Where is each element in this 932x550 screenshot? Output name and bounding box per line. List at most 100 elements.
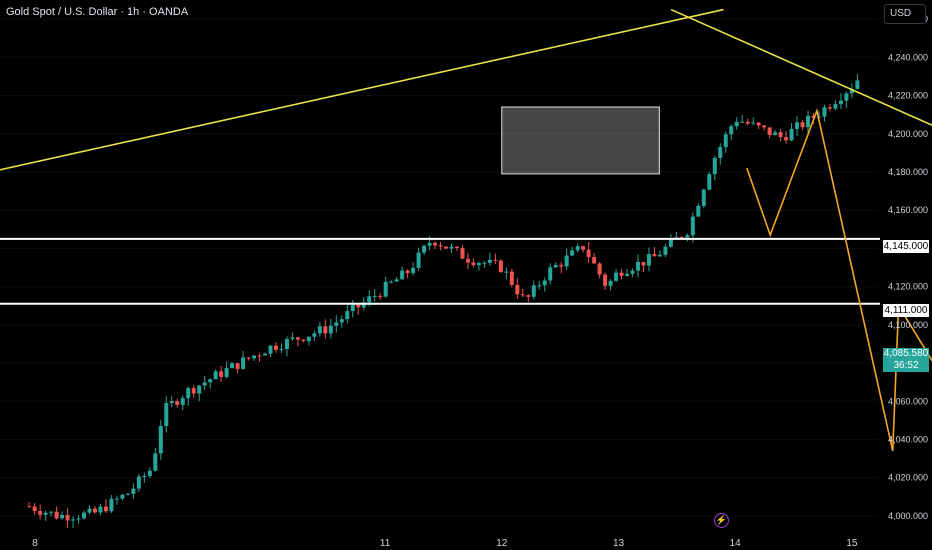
x-tick-label: 14	[730, 538, 742, 549]
lightning-icon[interactable]: ⚡	[714, 513, 729, 528]
y-tick-label: 4,220.000	[888, 91, 928, 101]
candle-body	[833, 104, 838, 109]
candle-body	[811, 115, 816, 118]
level-tag-4111: 4,111.000	[883, 304, 929, 317]
trend-line	[670, 8, 932, 127]
candle-body	[685, 235, 690, 238]
candle-body	[471, 262, 476, 266]
candle-body	[707, 174, 712, 190]
candle-body	[416, 252, 421, 268]
x-tick-label: 8	[32, 538, 38, 549]
x-tick-label: 15	[846, 538, 858, 549]
candle-body	[208, 379, 213, 383]
y-tick-label: 4,240.000	[888, 52, 928, 62]
candle-body	[383, 281, 388, 297]
candle-body	[827, 107, 832, 109]
candle-body	[663, 246, 668, 255]
candle-body	[712, 157, 717, 175]
candle-body	[367, 296, 372, 303]
time-axis[interactable]: 811121314151819	[32, 538, 932, 549]
candle-body	[92, 508, 97, 513]
chart-title: Gold Spot / U.S. Dollar · 1h · OANDA	[6, 6, 189, 18]
candle-body	[718, 147, 723, 158]
candle-body	[498, 260, 503, 272]
range-box[interactable]	[501, 106, 660, 175]
candle-body	[723, 134, 728, 148]
candle-body	[317, 326, 322, 334]
candle-body	[306, 336, 311, 342]
candle-body	[822, 107, 827, 117]
currency-selector[interactable]: USD	[884, 4, 926, 24]
candle-body	[520, 294, 525, 296]
candle-body	[542, 280, 547, 286]
candle-body	[356, 304, 361, 308]
y-tick-label: 4,060.000	[888, 396, 928, 406]
candle-body	[855, 80, 860, 89]
candle-body	[740, 121, 745, 123]
horizontal-levels[interactable]	[0, 237, 880, 305]
candle-body	[235, 363, 240, 369]
candle-body	[635, 261, 640, 271]
candle-body	[400, 270, 405, 280]
candle-body	[82, 512, 87, 519]
y-tick-label: 4,120.000	[888, 282, 928, 292]
grid-lines	[0, 18, 878, 517]
y-tick-label: 4,160.000	[888, 205, 928, 215]
candle-body	[625, 273, 630, 276]
candle-body	[164, 403, 169, 427]
candle-body	[559, 264, 564, 267]
y-tick-label: 4,200.000	[888, 129, 928, 139]
candle-body	[219, 371, 224, 377]
candle-body	[433, 242, 438, 246]
candle-body	[273, 345, 278, 350]
candle-body	[729, 126, 734, 135]
candle-body	[411, 267, 416, 274]
candle-body	[460, 248, 465, 259]
candle-body	[482, 262, 487, 264]
candle-body	[504, 271, 509, 273]
candle-body	[268, 345, 273, 354]
candle-body	[806, 115, 811, 128]
candle-body	[537, 285, 542, 287]
candle-body	[548, 267, 553, 281]
y-tick-label: 4,100.000	[888, 320, 928, 330]
candle-body	[553, 264, 558, 268]
candle-body	[339, 319, 344, 323]
candle-body	[745, 121, 750, 124]
candle-body	[131, 488, 136, 494]
candle-body	[838, 100, 843, 105]
candle-body	[263, 353, 268, 356]
candle-body	[175, 401, 180, 405]
candle-body	[328, 325, 333, 334]
last-price: 4,085.580	[883, 348, 929, 359]
candle-body	[98, 506, 103, 513]
candle-body	[641, 261, 646, 266]
candle-body	[186, 388, 191, 399]
trend-lines[interactable]	[0, 8, 932, 369]
candle-body	[438, 245, 443, 247]
candle-body	[301, 339, 306, 342]
candle-body	[180, 398, 185, 405]
bar-countdown: 36:52	[893, 360, 919, 371]
candle-body	[213, 371, 218, 380]
candle-body	[570, 250, 575, 256]
candle-body	[646, 254, 651, 266]
candle-body	[619, 272, 624, 276]
candle-body	[230, 363, 235, 369]
candle-body	[114, 498, 119, 500]
candles	[27, 74, 860, 528]
candle-body	[378, 295, 383, 297]
candle-body	[372, 295, 377, 297]
projection-path[interactable]	[746, 108, 932, 452]
candle-body	[756, 122, 761, 126]
candle-body	[142, 475, 147, 477]
candle-body	[241, 357, 246, 369]
candle-body	[454, 246, 459, 249]
candle-body	[109, 498, 114, 512]
price-axis[interactable]: 4,000.0004,020.0004,040.0004,060.0004,08…	[888, 14, 928, 521]
candle-body	[630, 270, 635, 274]
candle-body	[361, 302, 366, 308]
candle-body	[136, 476, 141, 489]
candle-body	[592, 257, 597, 264]
